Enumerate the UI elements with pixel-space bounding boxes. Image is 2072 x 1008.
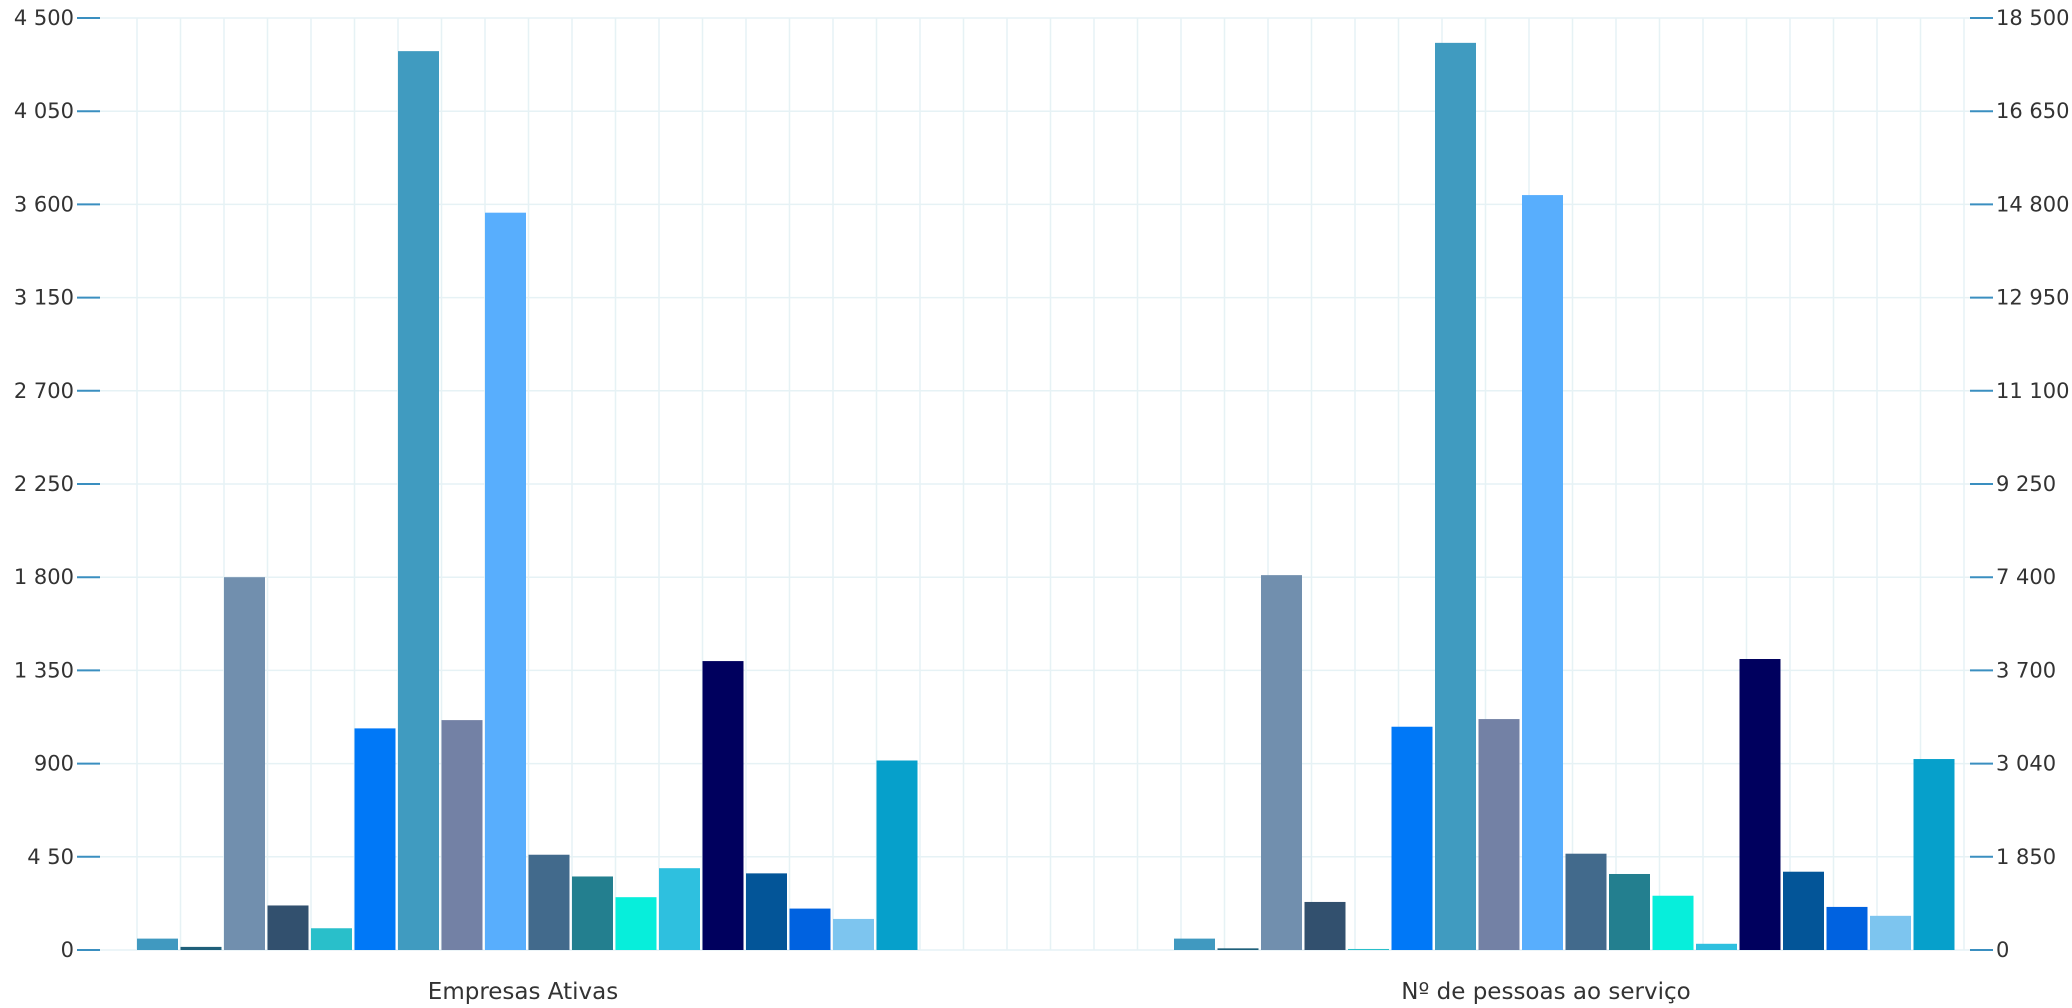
bar <box>224 577 265 950</box>
right-axis-tick-label: 0 <box>1996 938 2009 962</box>
bar <box>789 908 831 950</box>
bars <box>137 42 1955 951</box>
bar <box>1478 719 1520 950</box>
left-axis-tick-label: 3 600 <box>14 192 74 216</box>
right-axis-tick-label: 7 400 <box>1996 565 2056 589</box>
bar <box>876 760 918 950</box>
bar <box>572 876 613 950</box>
bar <box>180 946 222 950</box>
left-axis-tick-label: 900 <box>34 752 74 776</box>
bar <box>354 728 396 950</box>
bar <box>1261 575 1302 950</box>
left-axis-tick-label: 2 700 <box>14 379 74 403</box>
category-label: Nº de pessoas ao serviço <box>1401 979 1690 1005</box>
left-axis-tick-label: 2 250 <box>14 472 74 496</box>
bar <box>398 51 439 951</box>
bar <box>1304 901 1346 950</box>
bar <box>615 897 657 950</box>
right-axis-tick-label: 1 850 <box>1996 845 2056 869</box>
bar <box>1870 915 1911 950</box>
bar <box>441 720 483 950</box>
bar <box>746 873 787 950</box>
bar <box>1217 948 1259 950</box>
right-axis-tick-label: 9 250 <box>1996 472 2056 496</box>
left-axis-tick-label: 4 50 <box>27 845 74 869</box>
left-axis-tick-label: 1 350 <box>14 658 74 682</box>
bar <box>659 868 700 950</box>
bar <box>1435 42 1476 950</box>
right-axis-tick-label: 3 040 <box>1996 752 2056 776</box>
bar <box>1913 759 1955 950</box>
right-axis-tick-label: 12 950 <box>1996 286 2069 310</box>
bar <box>1609 873 1650 950</box>
bar <box>485 212 526 950</box>
bar <box>1522 195 1563 950</box>
right-axis-tick-label: 18 500 <box>1996 6 2069 30</box>
left-axis-tick-label: 4 500 <box>14 6 74 30</box>
right-axis-tick-label: 11 100 <box>1996 379 2069 403</box>
bar <box>267 905 309 950</box>
bar <box>1783 871 1824 950</box>
bar <box>137 938 178 950</box>
category-label: Empresas Ativas <box>428 979 618 1005</box>
bar <box>1652 895 1694 950</box>
bar <box>1696 943 1737 950</box>
left-axis-tick-label: 1 800 <box>14 565 74 589</box>
right-axis-tick-label: 16 650 <box>1996 99 2069 123</box>
axes: 0 4 50 900 1 350 1 800 2 250 2 700 3 150 3 600 4 … <box>14 6 2070 962</box>
right-axis-tick-label: 3 700 <box>1996 658 2056 682</box>
bar <box>528 854 570 950</box>
left-axis-tick-label: 3 150 <box>14 286 74 310</box>
bar <box>1739 659 1781 950</box>
bar <box>311 928 352 950</box>
bar <box>1174 938 1215 950</box>
bar <box>1826 906 1868 950</box>
right-axis-tick-label: 14 800 <box>1996 192 2069 216</box>
bar <box>1565 853 1607 950</box>
bar <box>702 661 744 950</box>
left-axis-tick-label: 0 <box>61 938 74 962</box>
bar <box>1391 726 1433 950</box>
bar <box>833 918 874 950</box>
left-axis-tick-label: 4 050 <box>14 99 74 123</box>
category-labels: Empresas Ativas Nº de pessoas ao serviço <box>428 979 1691 1005</box>
bar <box>1348 948 1389 950</box>
